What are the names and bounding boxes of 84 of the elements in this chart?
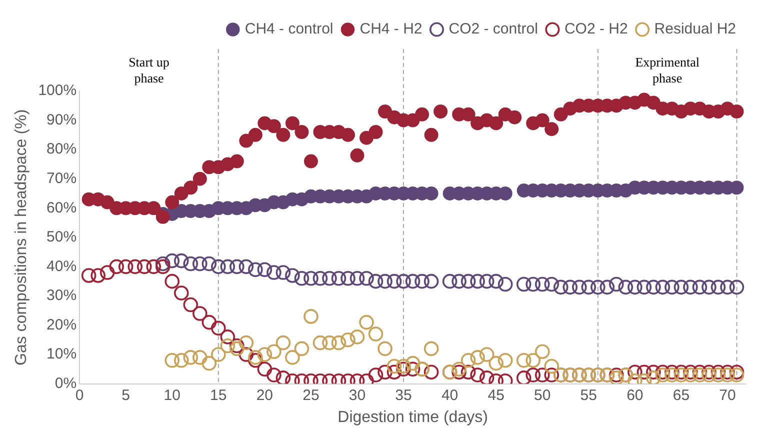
point <box>534 344 550 359</box>
legend-label: CH4 - control <box>244 20 334 38</box>
y-tick-label: 100% <box>38 82 77 100</box>
point <box>655 368 670 382</box>
legend-label: CH4 - H2 <box>360 20 422 38</box>
point <box>424 341 439 356</box>
point <box>340 332 356 348</box>
point <box>350 330 365 344</box>
y-tick-label: 30% <box>46 287 77 304</box>
point <box>164 352 180 368</box>
x-tick-label: 60 <box>626 386 644 404</box>
point <box>498 352 513 368</box>
point <box>460 352 476 368</box>
point <box>192 350 208 365</box>
x-tick-label: 10 <box>164 386 180 404</box>
point <box>386 358 402 374</box>
point <box>304 309 318 324</box>
legend-label: CO2 - control <box>448 20 538 38</box>
point <box>702 368 716 382</box>
point <box>479 347 494 362</box>
point <box>720 368 735 382</box>
point <box>211 347 226 362</box>
point <box>230 341 244 356</box>
point <box>238 335 254 350</box>
x-tick-label: 15 <box>210 386 227 404</box>
point <box>174 352 189 368</box>
y-tick-label: 0% <box>54 374 77 392</box>
x-tick-label: 55 <box>580 386 597 404</box>
point <box>470 350 485 365</box>
point <box>368 326 384 342</box>
point <box>674 368 689 382</box>
point <box>609 370 624 384</box>
point <box>294 341 310 356</box>
point <box>266 344 282 359</box>
x-tick-label: 45 <box>488 386 504 404</box>
x-tick-label: 50 <box>534 386 551 404</box>
point <box>710 368 726 382</box>
x-tick-label: 65 <box>672 386 690 404</box>
x-tick-label: 0 <box>75 386 84 404</box>
text: Exprimental phase <box>635 54 700 86</box>
x-tick-label: 40 <box>441 386 458 404</box>
y-axis-title: Gas compositions in headspace (%) <box>13 109 30 366</box>
point <box>396 358 411 374</box>
y-tick-label: 60% <box>46 199 77 216</box>
point <box>516 352 532 368</box>
point <box>276 335 291 350</box>
point <box>359 314 374 330</box>
legend-label: Residual H2 <box>654 20 736 38</box>
x-tick-label: 5 <box>122 386 130 404</box>
point <box>526 352 541 368</box>
point <box>312 335 328 350</box>
point <box>664 368 680 382</box>
point <box>285 350 300 365</box>
point <box>683 368 698 382</box>
point <box>452 362 466 377</box>
point <box>202 356 217 371</box>
point <box>248 350 263 365</box>
point <box>646 370 661 384</box>
y-tick-label: 50% <box>46 228 77 246</box>
point <box>331 335 346 350</box>
legend-label: CO2 - H2 <box>564 20 628 38</box>
y-tick-label: 20% <box>46 316 77 334</box>
x-tick-label: 30 <box>348 386 366 404</box>
point <box>220 338 236 354</box>
point <box>729 368 744 382</box>
point <box>257 347 272 362</box>
y-tick-label: 10% <box>46 346 77 363</box>
x-tick-label: 20 <box>256 386 274 404</box>
x-axis-title: Digestion time (days) <box>338 408 488 426</box>
y-tick-label: 90% <box>46 111 77 128</box>
point <box>322 335 337 350</box>
x-tick-label: 35 <box>395 386 412 404</box>
point <box>378 341 392 356</box>
point <box>692 368 708 382</box>
point <box>488 356 504 371</box>
point <box>183 350 198 365</box>
point <box>544 358 560 374</box>
x-tick-label: 25 <box>302 386 320 404</box>
x-tick-label: 70 <box>719 386 736 404</box>
y-tick-label: 40% <box>46 258 77 275</box>
y-tick-label: 80% <box>46 140 77 158</box>
y-tick-label: 70% <box>46 170 77 187</box>
text: Start up phase <box>128 54 170 86</box>
point <box>405 356 420 371</box>
